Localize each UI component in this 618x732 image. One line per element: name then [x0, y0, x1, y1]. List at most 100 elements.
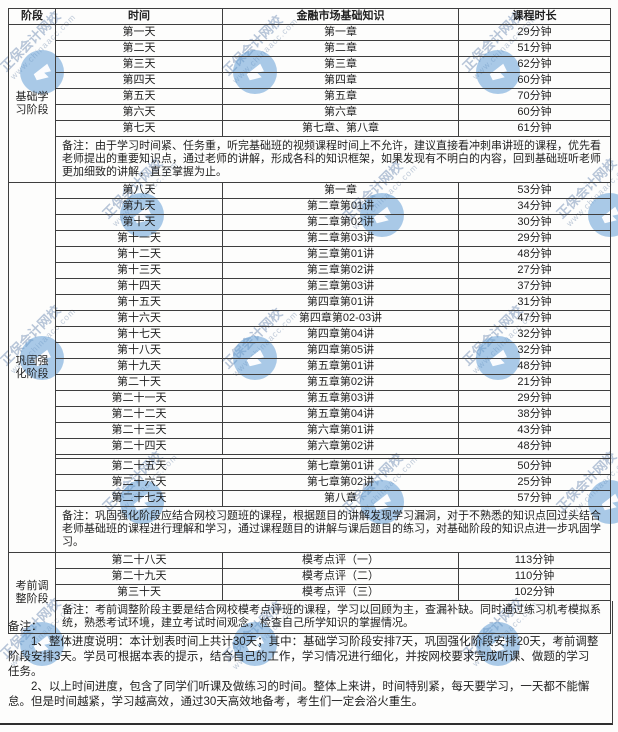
course-cell: 第六章 — [222, 104, 459, 121]
day-cell: 第十天 — [55, 214, 223, 231]
day-cell: 第十九天 — [55, 358, 223, 375]
course-cell: 第三章 — [222, 56, 459, 73]
footer-note-1: 1、整体进度说明：本计划表时间上共计30天；其中：基础学习阶段安排7天，巩固强化… — [8, 636, 599, 678]
table-row: 第三天 第三章 62分钟 — [9, 56, 611, 73]
day-cell: 第十八天 — [55, 342, 223, 359]
table-row: 第十二天 第三章第01讲 48分钟 — [9, 246, 611, 263]
course-cell: 第五章第03讲 — [222, 390, 459, 407]
stage-cell-preexam: 考前调整阶段 — [8, 552, 56, 634]
table-row: 第二十二天 第五章第04讲 38分钟 — [9, 406, 611, 423]
day-cell: 第六天 — [55, 104, 223, 121]
table-row: 第十五天 第四章第01讲 31分钟 — [9, 294, 611, 311]
duration-cell: 32分钟 — [458, 342, 611, 359]
course-cell: 第六章第02讲 — [222, 438, 459, 455]
course-cell: 第七章第02讲 — [222, 474, 459, 491]
course-cell: 第三章第02讲 — [222, 262, 459, 279]
day-cell: 第二十八天 — [55, 552, 223, 569]
duration-cell: 57分钟 — [458, 490, 611, 507]
duration-cell: 50分钟 — [458, 458, 611, 475]
course-cell: 模考点评（三） — [222, 584, 459, 601]
course-cell: 第八章 — [222, 490, 459, 507]
duration-cell: 29分钟 — [458, 24, 611, 41]
day-cell: 第二十四天 — [55, 438, 223, 455]
course-cell: 第二章第03讲 — [222, 230, 459, 247]
header-duration: 课程时长 — [458, 8, 611, 25]
duration-cell: 47分钟 — [458, 310, 611, 327]
duration-cell: 60分钟 — [458, 104, 611, 121]
course-cell: 第一章 — [222, 24, 459, 41]
course-cell: 第五章第01讲 — [222, 358, 459, 375]
table-row: 第三十天 模考点评（三） 102分钟 — [9, 584, 611, 601]
table-row: 第十七天 第四章第04讲 32分钟 — [9, 326, 611, 343]
table-header-row: 阶段 时间 金融市场基础知识 课程时长 — [8, 8, 611, 25]
day-cell: 第二十三天 — [55, 422, 223, 439]
course-cell: 模考点评（一） — [222, 552, 459, 569]
stage-cell-basic: 基础学习阶段 — [8, 24, 56, 183]
note-row: 备注：由于学习时间紧、任务重，听完基础班的视频课程时间上不允许，建议直接看冲刺串… — [9, 136, 611, 183]
table-row: 第十六天 第四章第02-03讲 47分钟 — [9, 310, 611, 327]
content-area: 阶段 时间 金融市场基础知识 课程时长 基础学习阶段 第一天 第一章 29分钟 … — [8, 8, 611, 634]
course-cell: 第三章第01讲 — [222, 246, 459, 263]
section-note-consolidate: 备注：巩固强化阶段应结合网校习题班的课程，根据题目的讲解发现学习漏洞，对于不熟悉… — [55, 506, 611, 553]
stage-cell-consolidate: 巩固强化阶段 — [8, 182, 56, 553]
header-subject: 金融市场基础知识 — [222, 8, 459, 25]
table-row: 第十一天 第二章第03讲 29分钟 — [9, 230, 611, 247]
course-cell: 第二章第01讲 — [222, 198, 459, 215]
day-cell: 第十五天 — [55, 294, 223, 311]
header-stage: 阶段 — [8, 8, 56, 25]
table-row: 第二十三天 第六章第01讲 43分钟 — [9, 422, 611, 439]
duration-cell: 34分钟 — [458, 198, 611, 215]
day-cell: 第二十六天 — [55, 474, 223, 491]
day-cell: 第十四天 — [55, 278, 223, 295]
table-row: 第十八天 第四章第05讲 32分钟 — [9, 342, 611, 359]
table-row: 第二十五天 第七章第01讲 50分钟 — [9, 458, 611, 475]
table-row: 第九天 第二章第01讲 34分钟 — [9, 198, 611, 215]
duration-cell: 31分钟 — [458, 294, 611, 311]
day-cell: 第十六天 — [55, 310, 223, 327]
duration-cell: 32分钟 — [458, 326, 611, 343]
course-cell: 第二章第02讲 — [222, 214, 459, 231]
duration-cell: 62分钟 — [458, 56, 611, 73]
table-row: 第五天 第五章 70分钟 — [9, 88, 611, 105]
table-row: 巩固强化阶段 第八天 第一章 53分钟 — [8, 182, 611, 553]
duration-cell: 38分钟 — [458, 406, 611, 423]
day-cell: 第二十九天 — [55, 568, 223, 585]
table-row: 第二十四天 第六章第02讲 48分钟 — [9, 438, 611, 455]
footer-notes-label: 备注： — [8, 621, 43, 633]
duration-cell: 102分钟 — [458, 584, 611, 601]
day-cell: 第二十七天 — [55, 490, 223, 507]
table-row: 第四天 第四章 60分钟 — [9, 72, 611, 89]
day-cell: 第七天 — [55, 120, 223, 137]
section-note-basic: 备注：由于学习时间紧、任务重，听完基础班的视频课程时间上不允许，建议直接看冲刺串… — [55, 136, 611, 183]
duration-cell: 30分钟 — [458, 214, 611, 231]
course-cell: 第五章第02讲 — [222, 374, 459, 391]
day-cell: 第三十天 — [55, 584, 223, 601]
table-row: 第二十七天 第八章 57分钟 — [9, 490, 611, 507]
day-cell: 第十三天 — [55, 262, 223, 279]
day-cell: 第二十二天 — [55, 406, 223, 423]
course-cell: 第七章、第八章 — [222, 120, 459, 137]
note-row: 备注：巩固强化阶段应结合网校习题班的课程，根据题目的讲解发现学习漏洞，对于不熟悉… — [9, 506, 611, 553]
study-plan-table: 阶段 时间 金融市场基础知识 课程时长 基础学习阶段 第一天 第一章 29分钟 … — [8, 8, 611, 634]
footer-notes: 备注： 1、整体进度说明：本计划表时间上共计30天；其中：基础学习阶段安排7天，… — [0, 601, 613, 725]
duration-cell: 29分钟 — [458, 230, 611, 247]
course-cell: 模考点评（二） — [222, 568, 459, 585]
course-cell: 第六章第01讲 — [222, 422, 459, 439]
duration-cell: 21分钟 — [458, 374, 611, 391]
day-cell: 第三天 — [55, 56, 223, 73]
footer-note-2: 2、以上时间进度，包含了同学们听课及做练习的时间。整体上来讲，时间特别紧，每天要… — [8, 681, 590, 708]
duration-cell: 48分钟 — [458, 358, 611, 375]
course-cell: 第四章第02-03讲 — [222, 310, 459, 327]
duration-cell: 43分钟 — [458, 422, 611, 439]
day-cell: 第九天 — [55, 198, 223, 215]
course-cell: 第五章 — [222, 88, 459, 105]
day-cell: 第一天 — [55, 24, 223, 41]
course-cell: 第七章第01讲 — [222, 458, 459, 475]
duration-cell: 60分钟 — [458, 72, 611, 89]
duration-cell: 51分钟 — [458, 40, 611, 57]
table-row: 第二十一天 第五章第03讲 29分钟 — [9, 390, 611, 407]
table-row: 第七天 第七章、第八章 61分钟 — [9, 120, 611, 137]
table-row: 第六天 第六章 60分钟 — [9, 104, 611, 121]
course-cell: 第四章 — [222, 72, 459, 89]
